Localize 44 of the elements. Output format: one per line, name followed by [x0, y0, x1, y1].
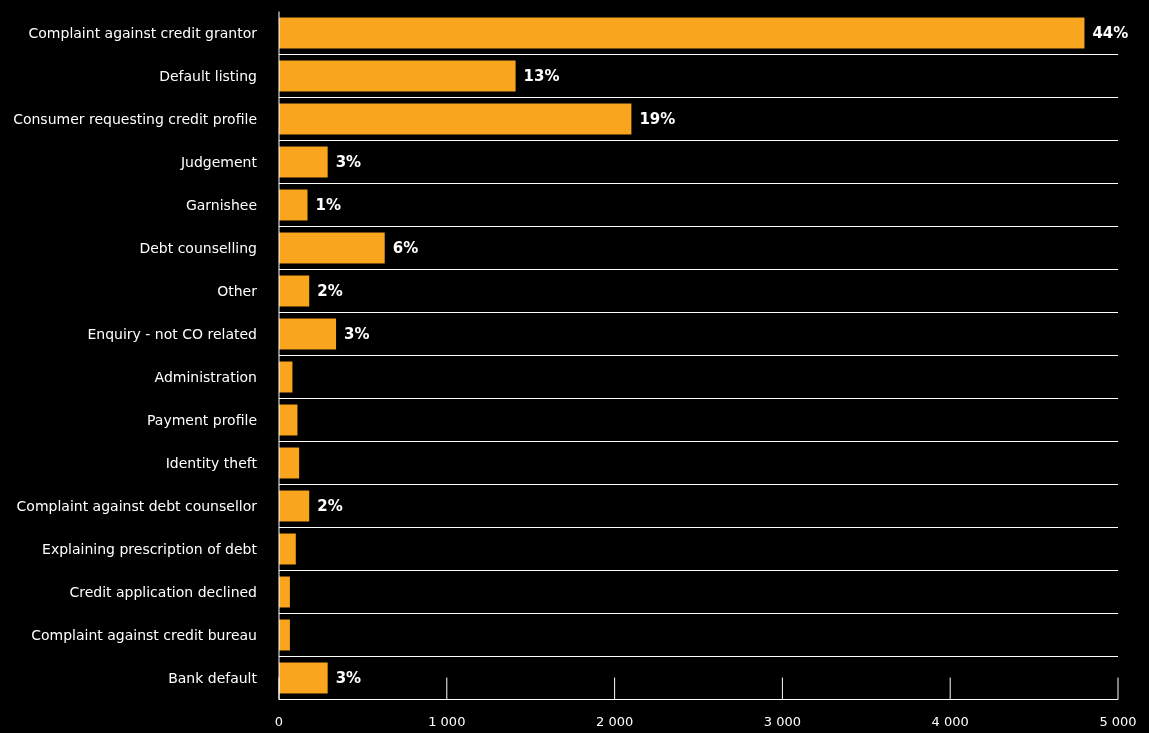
x-tick-label: 2 000 [595, 713, 634, 729]
bar [279, 318, 337, 350]
y-tick-label: Consumer requesting credit profile [13, 110, 257, 127]
annotation: 2% [317, 282, 343, 301]
y-tick-label: Other [217, 282, 258, 299]
y-tick-label: Administration [154, 368, 257, 385]
y-tick-label: Identity theft [165, 454, 258, 471]
annotation: 1% [315, 196, 341, 215]
bar [279, 490, 310, 522]
y-tick-label: Complaint against credit grantor [28, 24, 258, 41]
y-tick-label: Judgement [179, 153, 258, 170]
bar [279, 447, 300, 479]
y-tick-label: Bank default [168, 669, 258, 686]
bar [279, 146, 328, 178]
annotation: 44% [1092, 24, 1129, 43]
bar [279, 533, 296, 565]
annotation: 13% [523, 67, 560, 86]
bar [279, 232, 385, 264]
annotation: 6% [392, 239, 419, 258]
x-tick-label: 1 000 [428, 713, 466, 729]
y-tick-label: Credit application declined [69, 583, 257, 600]
annotation: 19% [639, 110, 676, 129]
annotation: 3% [344, 325, 370, 344]
x-tick-label: 3 000 [763, 713, 802, 729]
bar [279, 60, 516, 92]
y-tick-label: Complaint against debt counsellor [16, 497, 258, 514]
bar [279, 189, 308, 221]
y-tick-label: Default listing [159, 67, 257, 84]
bar [279, 275, 310, 307]
y-tick-label: Debt counselling [139, 239, 257, 256]
y-tick-label: Garnishee [185, 196, 257, 213]
y-tick-label: Explaining prescription of debt [42, 540, 258, 557]
y-tick-label: Enquiry - not CO related [87, 325, 257, 342]
y-tick-label: Payment profile [147, 411, 257, 428]
x-tick-label: 5 000 [1099, 713, 1137, 729]
bar [279, 103, 632, 135]
annotation: 3% [335, 669, 362, 688]
x-tick-label: 0 [274, 713, 284, 729]
bar [279, 17, 1085, 49]
annotation: 2% [317, 497, 343, 516]
x-tick-label: 4 000 [931, 713, 969, 729]
y-tick-label: Complaint against credit bureau [31, 626, 257, 643]
annotation: 3% [335, 153, 362, 172]
bar [279, 662, 328, 694]
